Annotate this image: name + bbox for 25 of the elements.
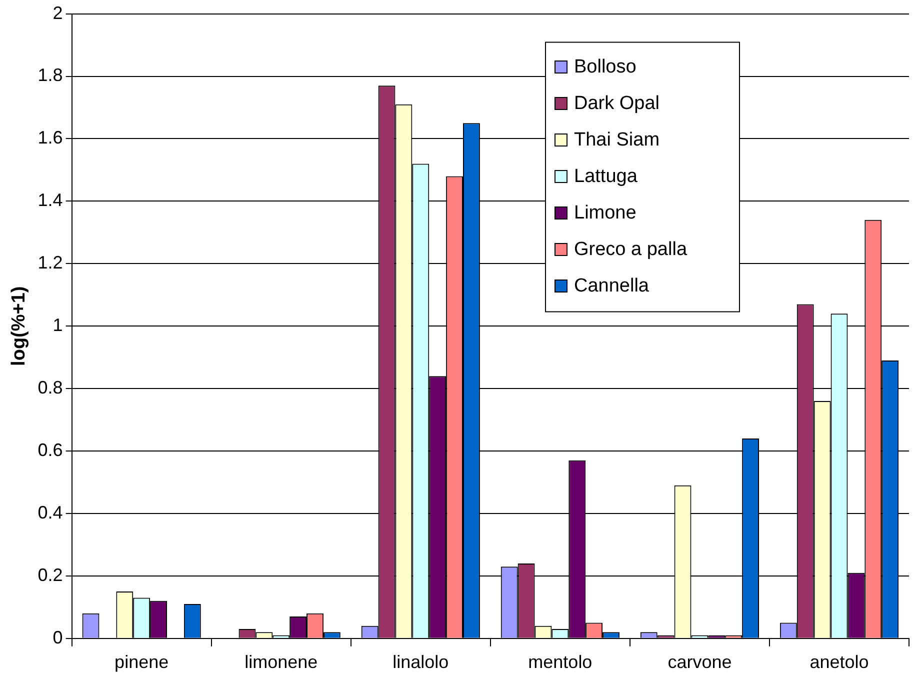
- x-tick-label: pinene: [114, 652, 169, 672]
- y-tick-label: 0.8: [38, 378, 63, 398]
- legend-label: Bolloso: [574, 56, 636, 78]
- y-tick-label: 1: [52, 315, 63, 336]
- x-tick-label: anetolo: [810, 652, 869, 672]
- legend-label: Dark Opal: [574, 92, 660, 114]
- y-tick-label: 0.6: [38, 440, 63, 460]
- x-tick-label: mentolo: [528, 652, 592, 672]
- x-tick-label: limonene: [244, 652, 318, 672]
- y-tick-label: 0.2: [38, 564, 63, 585]
- legend-label: Lattuga: [574, 166, 638, 187]
- y-tick-label: 2: [52, 2, 63, 23]
- legend-label: Thai Siam: [574, 129, 660, 150]
- y-tick-label: 1.8: [38, 65, 63, 86]
- x-tick-label: carvone: [668, 652, 732, 672]
- y-tick-label: 1.4: [38, 190, 63, 210]
- y-tick-label: 1.6: [38, 128, 63, 148]
- y-tick-label: 1.2: [38, 252, 63, 273]
- legend-label: Cannella: [574, 275, 650, 296]
- legend-label: Limone: [574, 202, 636, 224]
- y-axis-title: log(%+1): [8, 286, 30, 366]
- y-tick-label: 0: [52, 627, 63, 648]
- x-tick-label: linalolo: [392, 652, 449, 672]
- legend-label: Greco a palla: [574, 238, 688, 260]
- y-tick-label: 0.4: [38, 502, 63, 522]
